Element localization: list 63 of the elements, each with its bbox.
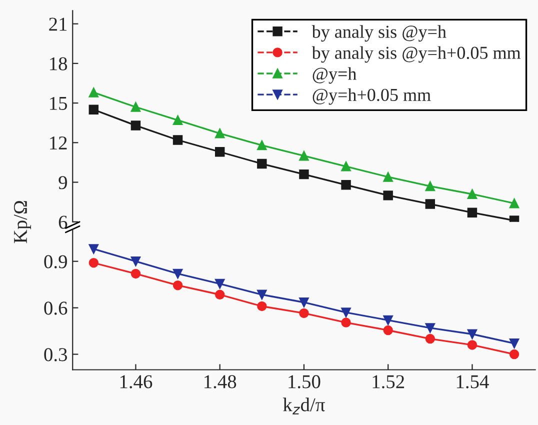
point: [88, 244, 99, 254]
point: [425, 181, 436, 192]
point: [467, 189, 478, 199]
point: [299, 150, 309, 161]
point: [214, 278, 225, 289]
point: [88, 258, 99, 268]
point: [467, 208, 478, 218]
x-tick-label: 1.54: [456, 375, 489, 388]
point: [299, 308, 309, 318]
y-tick-label: 21: [49, 18, 67, 31]
point: [341, 318, 351, 328]
point: [88, 104, 99, 114]
legend-label: @y=h+0.05 mm: [312, 88, 431, 105]
point: [214, 290, 225, 300]
point: [214, 147, 225, 157]
point: [172, 268, 183, 279]
point: [257, 290, 267, 300]
point: [257, 140, 267, 150]
point: [425, 334, 436, 344]
point: [257, 301, 267, 312]
point: [383, 315, 393, 326]
y-tick-label: 0.9: [44, 255, 67, 268]
point: [509, 338, 520, 348]
point: [383, 172, 393, 182]
point: [425, 323, 436, 333]
point: [383, 190, 393, 200]
point: [172, 280, 183, 290]
x-tick-label: 1.48: [204, 375, 236, 388]
point: [88, 88, 99, 98]
point: [214, 128, 225, 138]
y-tick-label: 12: [50, 136, 67, 150]
y-tick-label: 0.3: [44, 348, 68, 362]
point: [467, 329, 478, 339]
point: [509, 349, 520, 360]
point: [383, 325, 393, 336]
point: [257, 158, 267, 169]
x-tick-label: 1.50: [288, 375, 320, 388]
y-tick-label: 15: [50, 96, 68, 110]
point: [341, 162, 351, 172]
legend-label: by analy sis @y=h+0.05 mm: [312, 46, 521, 63]
point: [130, 268, 141, 279]
x-tick-label: 1.46: [120, 375, 152, 388]
point: [130, 256, 141, 266]
point: [467, 340, 478, 350]
point: [299, 298, 309, 308]
y-tick-label: 6: [58, 216, 68, 229]
legend-label: by analy sis @y=h: [312, 25, 446, 42]
legend-label: @y=h: [312, 67, 356, 84]
point: [341, 180, 351, 190]
y-tick-label: 18: [50, 57, 68, 70]
point: [299, 169, 309, 180]
point: [425, 199, 436, 209]
point: [130, 102, 141, 112]
x-tick-label: 1.52: [372, 375, 404, 388]
x-axis-title: k$_{z}$d/π: [283, 398, 325, 414]
y-tick-label: 9: [58, 176, 67, 190]
y-tick-label: 0.6: [44, 302, 68, 315]
point: [341, 308, 351, 318]
point: [172, 115, 183, 126]
point: [130, 120, 141, 130]
point: [509, 198, 520, 208]
y-axis-title: Kp/Ω: [14, 201, 31, 244]
point: [172, 135, 183, 145]
